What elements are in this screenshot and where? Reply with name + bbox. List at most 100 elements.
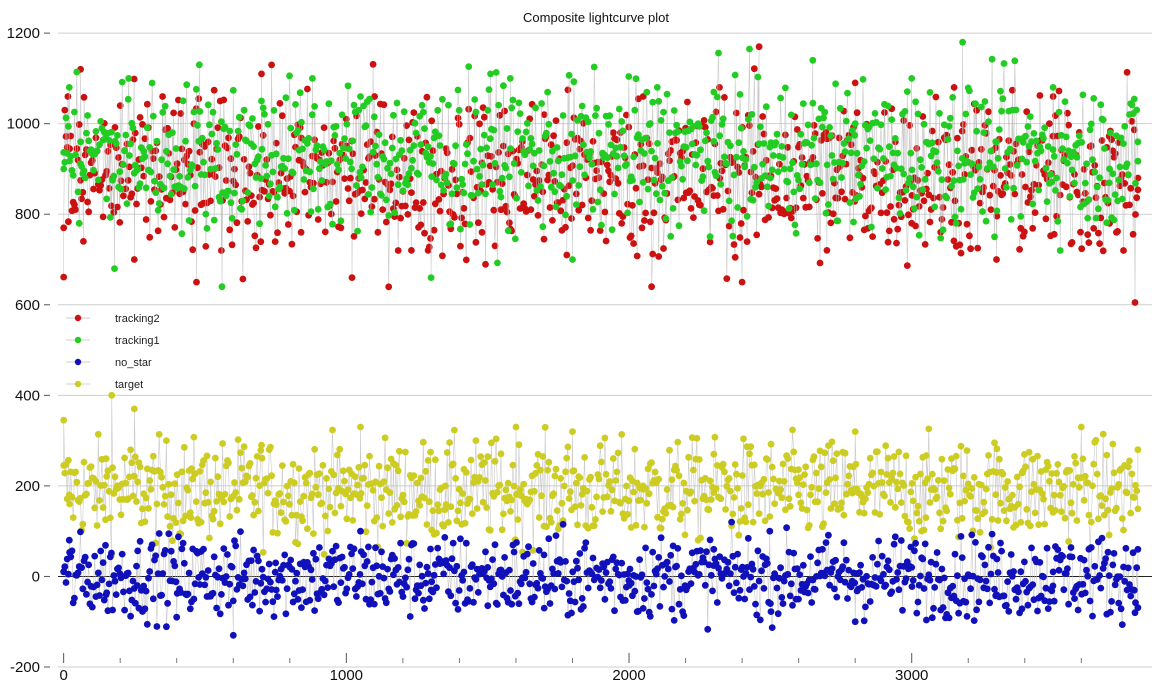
data-point xyxy=(449,539,457,547)
data-point xyxy=(877,121,885,129)
data-point xyxy=(403,122,410,129)
data-point xyxy=(822,209,830,217)
data-point xyxy=(618,559,626,567)
data-point xyxy=(1031,209,1039,217)
legend-marker xyxy=(74,314,82,322)
data-point xyxy=(147,485,155,493)
data-point xyxy=(930,194,937,202)
data-point xyxy=(660,245,667,252)
data-point xyxy=(1133,487,1141,495)
data-point xyxy=(835,134,843,142)
data-point xyxy=(433,529,440,537)
data-point xyxy=(1126,201,1133,209)
data-point xyxy=(954,134,961,142)
data-point xyxy=(661,189,669,197)
data-point xyxy=(1117,605,1125,613)
data-point xyxy=(908,75,916,82)
data-point xyxy=(221,490,229,498)
data-point xyxy=(562,468,569,476)
data-point xyxy=(860,158,868,166)
data-point xyxy=(1053,174,1060,182)
data-point xyxy=(834,194,842,202)
data-point xyxy=(516,486,524,494)
data-point xyxy=(565,182,573,190)
data-point xyxy=(271,238,279,246)
data-point xyxy=(869,469,876,477)
data-point xyxy=(1134,446,1142,454)
data-point xyxy=(1124,463,1132,471)
data-point xyxy=(326,503,334,511)
data-point xyxy=(642,209,649,217)
data-point xyxy=(83,129,90,137)
data-point xyxy=(905,211,912,219)
data-point xyxy=(278,577,286,584)
data-point xyxy=(780,165,788,173)
data-point xyxy=(1073,153,1081,161)
data-point xyxy=(106,514,114,522)
data-point xyxy=(565,590,573,597)
data-point xyxy=(467,456,475,464)
data-point xyxy=(596,584,604,592)
data-point xyxy=(207,478,215,486)
data-point xyxy=(299,517,306,525)
data-point xyxy=(817,463,825,471)
data-point xyxy=(501,107,508,115)
data-point xyxy=(479,161,487,169)
data-point xyxy=(1107,129,1114,137)
data-point xyxy=(908,166,916,174)
data-point xyxy=(517,492,525,500)
data-point xyxy=(820,114,827,122)
data-point xyxy=(675,600,683,608)
data-point xyxy=(246,122,254,130)
data-point xyxy=(838,499,845,507)
data-point xyxy=(931,584,939,591)
data-point xyxy=(999,190,1007,198)
data-point xyxy=(701,123,709,131)
data-point xyxy=(962,110,970,118)
data-point xyxy=(267,180,274,188)
data-point xyxy=(111,265,118,272)
data-point xyxy=(1120,526,1127,534)
data-point xyxy=(489,185,496,193)
data-point xyxy=(774,610,782,618)
data-point xyxy=(637,496,645,504)
data-point xyxy=(429,507,437,515)
data-point xyxy=(535,177,543,184)
data-point xyxy=(350,233,358,240)
data-point xyxy=(1118,195,1126,203)
data-point xyxy=(799,100,807,107)
data-point xyxy=(713,93,721,101)
data-point xyxy=(83,490,90,498)
data-point xyxy=(563,577,571,585)
data-point xyxy=(884,238,892,246)
data-point xyxy=(207,197,215,205)
data-point xyxy=(839,563,847,570)
data-point xyxy=(902,186,910,194)
data-point xyxy=(785,205,793,212)
data-point xyxy=(494,259,501,267)
data-point xyxy=(590,522,598,530)
data-point xyxy=(607,507,615,515)
data-point xyxy=(184,486,192,494)
data-point xyxy=(141,135,149,143)
data-point xyxy=(718,121,726,128)
data-point xyxy=(1115,599,1123,607)
data-point xyxy=(565,495,573,502)
data-point xyxy=(517,169,525,176)
data-point xyxy=(158,591,166,599)
data-point xyxy=(97,182,105,189)
data-point xyxy=(142,216,150,223)
data-point xyxy=(79,585,87,593)
data-point xyxy=(357,423,364,431)
data-point xyxy=(569,256,576,263)
data-point xyxy=(419,438,427,446)
data-point xyxy=(466,495,474,503)
data-point xyxy=(336,445,344,453)
data-point xyxy=(646,120,654,127)
data-point xyxy=(675,222,683,230)
data-point xyxy=(641,217,648,224)
data-point xyxy=(1069,148,1077,156)
data-point xyxy=(61,469,69,477)
data-point xyxy=(946,114,954,122)
data-point xyxy=(370,113,378,121)
